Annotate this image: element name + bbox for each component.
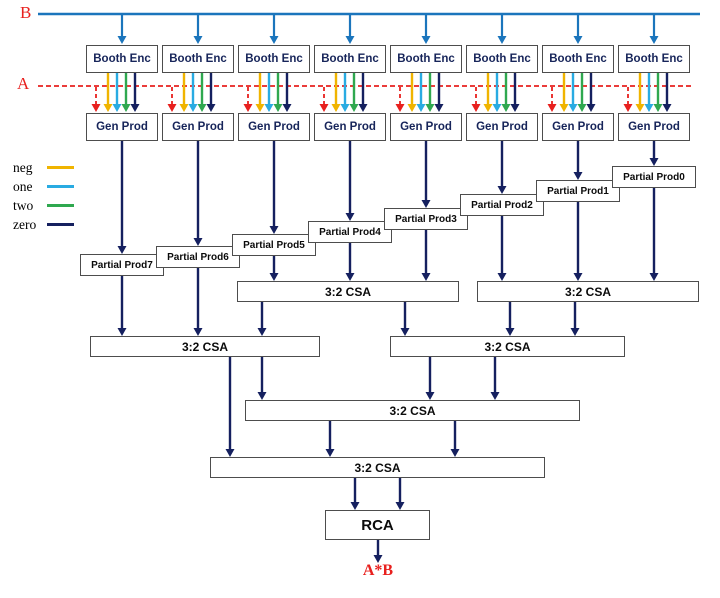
partial-prod0-box: Partial Prod0 xyxy=(612,166,696,188)
gen-prod-5: Gen Prod xyxy=(466,113,538,141)
legend-label-one: one xyxy=(13,178,33,194)
legend: neg one two zero xyxy=(13,158,74,234)
booth-enc-4: Booth Enc xyxy=(390,45,462,73)
csa-level1-right: 3:2 CSA xyxy=(477,281,699,302)
booth-enc-5: Booth Enc xyxy=(466,45,538,73)
legend-item-zero: zero xyxy=(13,215,74,234)
csa-level4: 3:2 CSA xyxy=(210,457,545,478)
legend-item-one: one xyxy=(13,177,74,196)
partial-prod2-box: Partial Prod2 xyxy=(460,194,544,216)
booth-enc-1: Booth Enc xyxy=(162,45,234,73)
legend-swatch-neg xyxy=(47,166,74,169)
csa-level1-left: 3:2 CSA xyxy=(237,281,459,302)
partial-prod6-box: Partial Prod6 xyxy=(156,246,240,268)
legend-label-neg: neg xyxy=(13,159,33,175)
partial-prod5-box: Partial Prod5 xyxy=(232,234,316,256)
booth-enc-3: Booth Enc xyxy=(314,45,386,73)
legend-label-two: two xyxy=(13,197,34,213)
legend-swatch-one xyxy=(47,185,74,188)
legend-swatch-two xyxy=(47,204,74,207)
legend-item-two: two xyxy=(13,196,74,215)
partial-prod4-box: Partial Prod4 xyxy=(308,221,392,243)
rca-box: RCA xyxy=(325,510,430,540)
partial-prod1-box: Partial Prod1 xyxy=(536,180,620,202)
gen-prod-0: Gen Prod xyxy=(86,113,158,141)
legend-swatch-zero xyxy=(47,223,74,226)
partial-prod7-box: Partial Prod7 xyxy=(80,254,164,276)
booth-enc-0: Booth Enc xyxy=(86,45,158,73)
booth-enc-6: Booth Enc xyxy=(542,45,614,73)
input-a-label: A xyxy=(17,74,30,93)
booth-enc-7: Booth Enc xyxy=(618,45,690,73)
csa-level2-left: 3:2 CSA xyxy=(90,336,320,357)
gen-prod-2: Gen Prod xyxy=(238,113,310,141)
gen-prod-3: Gen Prod xyxy=(314,113,386,141)
booth-enc-2: Booth Enc xyxy=(238,45,310,73)
gen-prod-6: Gen Prod xyxy=(542,113,614,141)
gen-prod-7: Gen Prod xyxy=(618,113,690,141)
csa-level2-right: 3:2 CSA xyxy=(390,336,625,357)
input-b-label: B xyxy=(20,3,32,22)
legend-label-zero: zero xyxy=(13,216,37,232)
gen-prod-1: Gen Prod xyxy=(162,113,234,141)
gen-prod-4: Gen Prod xyxy=(390,113,462,141)
partial-prod3-box: Partial Prod3 xyxy=(384,208,468,230)
csa-level3: 3:2 CSA xyxy=(245,400,580,421)
legend-item-neg: neg xyxy=(13,158,74,177)
output-label: A*B xyxy=(362,562,394,579)
